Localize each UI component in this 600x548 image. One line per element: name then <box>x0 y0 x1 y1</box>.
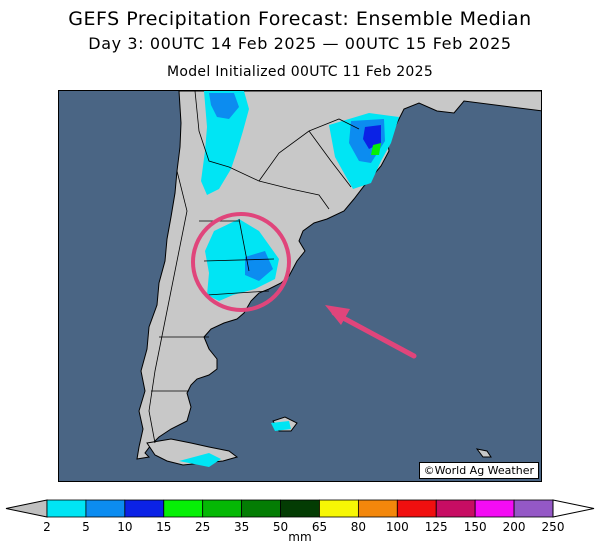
highlight-arrow-head <box>325 305 350 325</box>
colorbar: 2 5 10 15 25 35 50 65 80 100 125 150 200 250 <box>5 499 595 534</box>
colorbar-units: mm <box>288 530 312 544</box>
colorbar-box <box>319 499 359 518</box>
colorbar-tick-label: 250 <box>542 520 565 534</box>
highlight-arrow <box>331 310 417 359</box>
colorbar-box <box>280 499 320 518</box>
colorbar-tick-label: 100 <box>386 520 409 534</box>
colorbar-box <box>396 499 437 518</box>
model-init-time: Model Initialized 00UTC 11 Feb 2025 <box>166 64 434 80</box>
colorbar-tick-label: 80 <box>351 520 366 534</box>
colorbar-tick-label: 15 <box>156 520 171 534</box>
colorbar-tick-label: 50 <box>273 520 288 534</box>
chart-title: GEFS Precipitation Forecast: Ensemble Me… <box>68 8 532 30</box>
colorbar-box <box>202 499 243 518</box>
land-south-georgia <box>475 448 492 458</box>
forecast-period: Day 3: 00UTC 14 Feb 2025 — 00UTC 15 Feb … <box>88 34 512 53</box>
map-canvas <box>59 91 541 481</box>
colorbar-above-triangle <box>552 499 595 518</box>
colorbar-box <box>46 499 87 518</box>
colorbar-box <box>163 499 204 518</box>
precipitation-map: ©World Ag Weather <box>58 90 542 482</box>
colorbar-box <box>474 499 515 518</box>
colorbar-tick-label: 65 <box>312 520 327 534</box>
colorbar-boxes <box>5 499 595 518</box>
colorbar-tick-label: 150 <box>464 520 487 534</box>
colorbar-box <box>435 499 476 518</box>
credit-label: ©World Ag Weather <box>418 462 539 479</box>
colorbar-box <box>124 499 165 518</box>
colorbar-tick-label: 35 <box>234 520 249 534</box>
colorbar-below-triangle <box>5 499 48 518</box>
colorbar-tick-label: 5 <box>82 520 90 534</box>
colorbar-tick-label: 10 <box>117 520 132 534</box>
colorbar-box <box>85 499 126 518</box>
colorbar-box <box>357 499 398 518</box>
land-south-america <box>136 91 541 460</box>
precip-15-25mm <box>371 143 381 155</box>
political-borders <box>148 91 360 444</box>
colorbar-tick-label: 25 <box>195 520 210 534</box>
highlight-circle <box>191 212 291 312</box>
colorbar-box <box>241 499 281 518</box>
colorbar-labels: 2 5 10 15 25 35 50 65 80 100 125 150 200 250 <box>43 520 564 534</box>
colorbar-tick-label: 200 <box>503 520 526 534</box>
colorbar-box <box>513 499 554 518</box>
colorbar-tick-label: 125 <box>425 520 448 534</box>
colorbar-tick-label: 2 <box>43 520 51 534</box>
precip-10-15mm <box>363 125 381 149</box>
